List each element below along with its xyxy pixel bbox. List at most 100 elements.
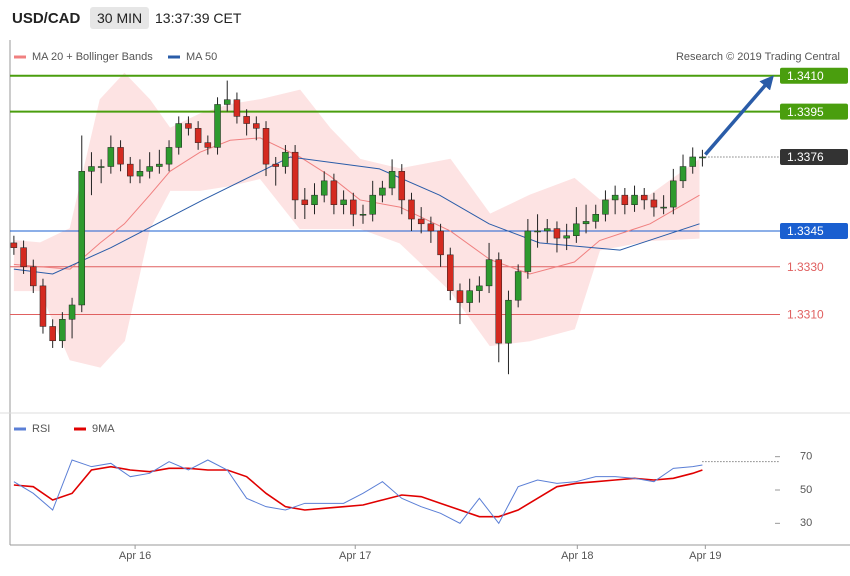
candle-body	[456, 290, 464, 303]
candle-body	[650, 199, 658, 208]
candle-body	[485, 259, 493, 287]
legend-label: 9MA	[92, 423, 115, 435]
band-fill	[13, 73, 700, 368]
candle-body	[602, 199, 609, 215]
candle-body	[330, 180, 338, 205]
candle-body	[185, 123, 192, 129]
pair: USD/CAD	[12, 10, 81, 27]
level-badge	[780, 148, 848, 165]
credit: Research © 2019 Trading Central	[676, 51, 840, 63]
candle-body	[204, 142, 212, 148]
x-tick-label: Apr 17	[339, 550, 371, 562]
candle-body	[214, 104, 221, 148]
candle-body	[30, 266, 37, 287]
candle-body	[262, 128, 270, 165]
candle-body	[127, 163, 134, 177]
candle-body	[505, 299, 512, 344]
level-label: 1.3345	[787, 224, 824, 238]
candle-body	[117, 147, 124, 165]
candle-body	[611, 194, 619, 201]
rsi-tick-label: 70	[800, 451, 812, 463]
candle-body	[408, 199, 415, 220]
rsi-tick-label: 50	[800, 484, 812, 496]
level-label: 1.3376	[787, 150, 824, 164]
level-badge	[780, 103, 848, 120]
candle-body	[194, 128, 202, 143]
level-badge	[780, 67, 848, 84]
candle-body	[253, 123, 260, 129]
band-lower	[13, 177, 700, 368]
candle-body	[272, 163, 279, 167]
legend-label: MA 50	[186, 51, 217, 63]
candle-body	[514, 271, 522, 301]
candle-body	[223, 99, 231, 105]
timeframe: 30 MIN	[90, 7, 150, 29]
x-tick-label: Apr 16	[119, 550, 151, 562]
candle-body	[582, 221, 590, 225]
candle-body	[524, 230, 532, 272]
candle-body	[243, 116, 250, 124]
candle-body	[233, 99, 241, 117]
candle-body	[88, 166, 95, 172]
candle-body	[640, 194, 648, 201]
level-label: 1.3395	[787, 105, 824, 119]
candle-body	[437, 230, 444, 256]
candle-body	[495, 259, 503, 344]
candle-body	[553, 228, 561, 239]
candle-body	[282, 151, 289, 167]
level-badge	[780, 222, 848, 239]
candle-body	[359, 214, 367, 216]
candle-body	[350, 199, 357, 215]
candle-body	[476, 285, 483, 291]
candle-body	[311, 194, 318, 205]
candle-body	[379, 187, 386, 196]
candle-body	[156, 163, 163, 167]
level-label: 1.3330	[787, 260, 824, 274]
candle-body	[10, 242, 18, 248]
legend-label: MA 20 + Bollinger Bands	[32, 51, 153, 63]
candle-body	[388, 171, 396, 189]
candle-body	[320, 180, 328, 196]
candle-body	[340, 199, 347, 205]
candle-body	[699, 156, 706, 159]
candle-body	[59, 319, 66, 342]
candle-body	[544, 228, 551, 232]
candle-body	[660, 206, 667, 209]
candle-body	[466, 290, 473, 303]
level-label: 1.3410	[787, 69, 824, 83]
candle-body	[68, 304, 76, 320]
x-tick-label: Apr 18	[561, 550, 593, 562]
band-upper	[13, 72, 700, 244]
rsi-line	[13, 465, 703, 518]
candle-body	[534, 230, 541, 233]
candle-body	[49, 326, 56, 342]
candle-body	[369, 194, 376, 215]
ma20-line	[13, 137, 700, 275]
candle-body	[621, 194, 629, 205]
candle-body	[146, 166, 153, 172]
candle-body	[398, 171, 406, 201]
candle-body	[563, 235, 570, 239]
candle-body	[427, 223, 435, 232]
candle-body	[447, 254, 454, 291]
candle-body	[573, 223, 580, 236]
candle-body	[78, 171, 86, 306]
candle-body	[291, 151, 299, 201]
rsi-tick-label: 30	[800, 517, 812, 529]
target-arrow	[704, 75, 774, 156]
clock: 13:37:39 CET	[155, 10, 242, 26]
x-tick-label: Apr 19	[689, 550, 721, 562]
candle-body	[39, 285, 47, 327]
candle-body	[592, 214, 599, 222]
level-label: 1.3310	[787, 308, 824, 322]
candle-body	[689, 156, 696, 167]
candle-body	[175, 123, 182, 148]
candle-body	[631, 194, 638, 205]
rsi-line	[13, 459, 703, 525]
candle-body	[679, 166, 687, 182]
candle-body	[97, 166, 105, 168]
candle-body	[301, 199, 309, 205]
candle-body	[417, 218, 425, 225]
